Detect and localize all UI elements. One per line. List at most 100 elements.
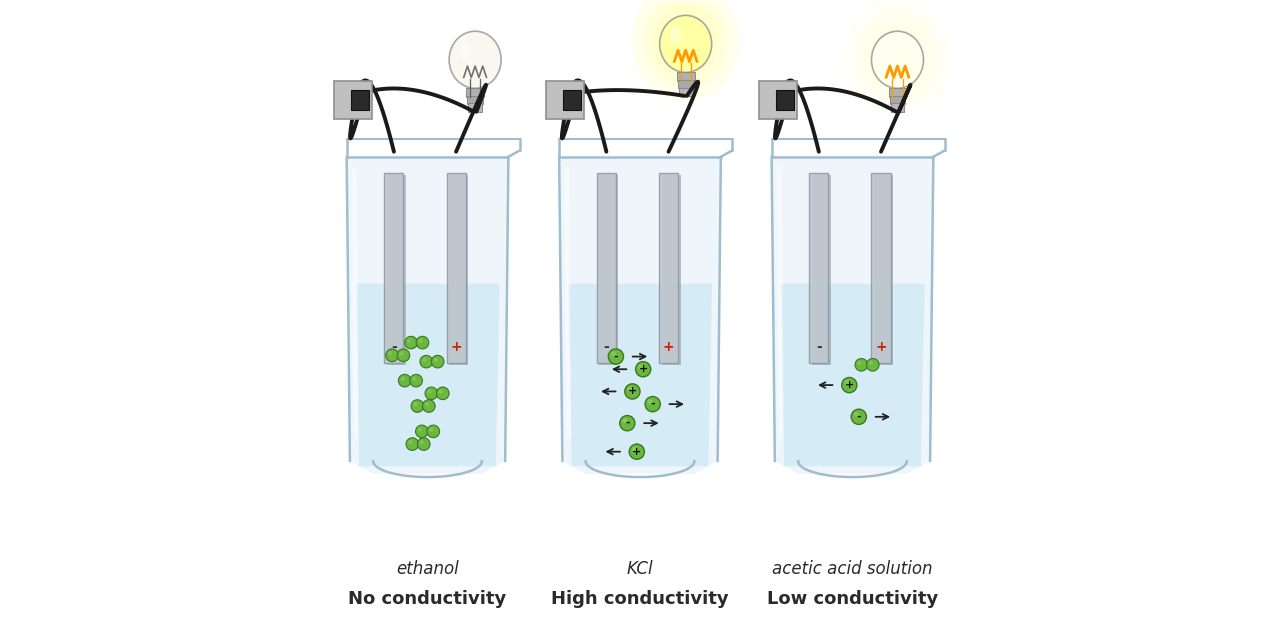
Circle shape	[855, 359, 868, 371]
Circle shape	[867, 359, 879, 371]
Circle shape	[398, 375, 411, 387]
Ellipse shape	[872, 31, 923, 89]
Circle shape	[397, 349, 410, 362]
Ellipse shape	[653, 4, 719, 78]
Circle shape	[869, 361, 873, 365]
FancyBboxPatch shape	[759, 81, 797, 118]
Text: -: -	[603, 340, 609, 354]
Circle shape	[436, 387, 449, 399]
Circle shape	[608, 349, 623, 364]
Circle shape	[851, 409, 867, 424]
Bar	[468, 103, 483, 111]
Text: +: +	[663, 340, 675, 354]
Circle shape	[429, 427, 434, 432]
Text: +: +	[627, 387, 637, 396]
Text: ethanol: ethanol	[397, 560, 460, 578]
Text: Low conductivity: Low conductivity	[767, 590, 938, 608]
Bar	[596, 173, 616, 363]
Circle shape	[417, 438, 430, 450]
Bar	[387, 175, 406, 366]
Bar	[874, 175, 893, 366]
Text: No conductivity: No conductivity	[348, 590, 507, 608]
Circle shape	[645, 396, 660, 412]
FancyBboxPatch shape	[563, 90, 581, 110]
Text: -: -	[392, 340, 397, 354]
Circle shape	[434, 358, 438, 362]
Bar	[467, 96, 483, 104]
Circle shape	[420, 355, 433, 368]
Ellipse shape	[644, 0, 728, 88]
Text: KCl: KCl	[627, 560, 653, 578]
Ellipse shape	[669, 25, 681, 45]
Polygon shape	[772, 157, 933, 474]
Circle shape	[425, 402, 429, 406]
Text: High conductivity: High conductivity	[552, 590, 728, 608]
Bar	[659, 173, 678, 363]
Circle shape	[413, 402, 417, 406]
Text: -: -	[625, 418, 630, 428]
Circle shape	[422, 358, 426, 362]
Circle shape	[620, 415, 635, 431]
Ellipse shape	[631, 0, 740, 101]
Circle shape	[411, 400, 424, 412]
Circle shape	[428, 389, 431, 394]
Circle shape	[845, 380, 850, 385]
Bar	[812, 175, 831, 366]
Circle shape	[632, 447, 637, 452]
Bar	[872, 173, 891, 363]
Circle shape	[648, 399, 653, 404]
Circle shape	[419, 339, 422, 343]
Ellipse shape	[460, 41, 471, 61]
Circle shape	[410, 375, 422, 387]
Circle shape	[412, 377, 416, 381]
Ellipse shape	[864, 20, 931, 94]
Bar	[599, 175, 618, 366]
Circle shape	[431, 355, 444, 368]
Polygon shape	[356, 283, 499, 466]
Circle shape	[611, 352, 616, 357]
Circle shape	[416, 425, 428, 438]
FancyBboxPatch shape	[547, 81, 584, 118]
Polygon shape	[559, 157, 721, 474]
Bar	[891, 103, 905, 111]
Circle shape	[425, 387, 438, 399]
FancyBboxPatch shape	[334, 81, 372, 118]
Circle shape	[636, 362, 650, 377]
Bar	[384, 173, 403, 363]
Text: acetic acid solution: acetic acid solution	[772, 560, 933, 578]
Circle shape	[404, 336, 417, 349]
Text: +: +	[876, 340, 887, 354]
Polygon shape	[347, 157, 508, 474]
Bar	[447, 173, 466, 363]
Bar	[809, 173, 828, 363]
Circle shape	[858, 361, 861, 365]
Circle shape	[408, 440, 412, 444]
FancyBboxPatch shape	[777, 90, 794, 110]
Circle shape	[428, 425, 439, 438]
Circle shape	[439, 389, 443, 394]
Bar	[449, 175, 468, 366]
Circle shape	[419, 427, 422, 432]
Circle shape	[842, 378, 856, 392]
Ellipse shape	[855, 11, 940, 104]
Bar	[662, 175, 681, 366]
Bar	[678, 88, 692, 96]
Circle shape	[399, 352, 403, 355]
Bar	[890, 96, 905, 104]
Polygon shape	[781, 283, 924, 466]
Bar	[466, 88, 484, 97]
Circle shape	[639, 364, 643, 369]
FancyBboxPatch shape	[352, 90, 369, 110]
Text: -: -	[613, 352, 618, 362]
Circle shape	[622, 418, 627, 423]
Circle shape	[630, 444, 644, 459]
Text: -: -	[650, 399, 655, 409]
Text: +: +	[639, 364, 648, 375]
Bar	[677, 72, 695, 81]
Ellipse shape	[449, 31, 500, 89]
Polygon shape	[568, 283, 712, 466]
Circle shape	[625, 384, 640, 399]
Circle shape	[407, 339, 411, 343]
Ellipse shape	[659, 15, 712, 73]
Circle shape	[627, 387, 632, 391]
